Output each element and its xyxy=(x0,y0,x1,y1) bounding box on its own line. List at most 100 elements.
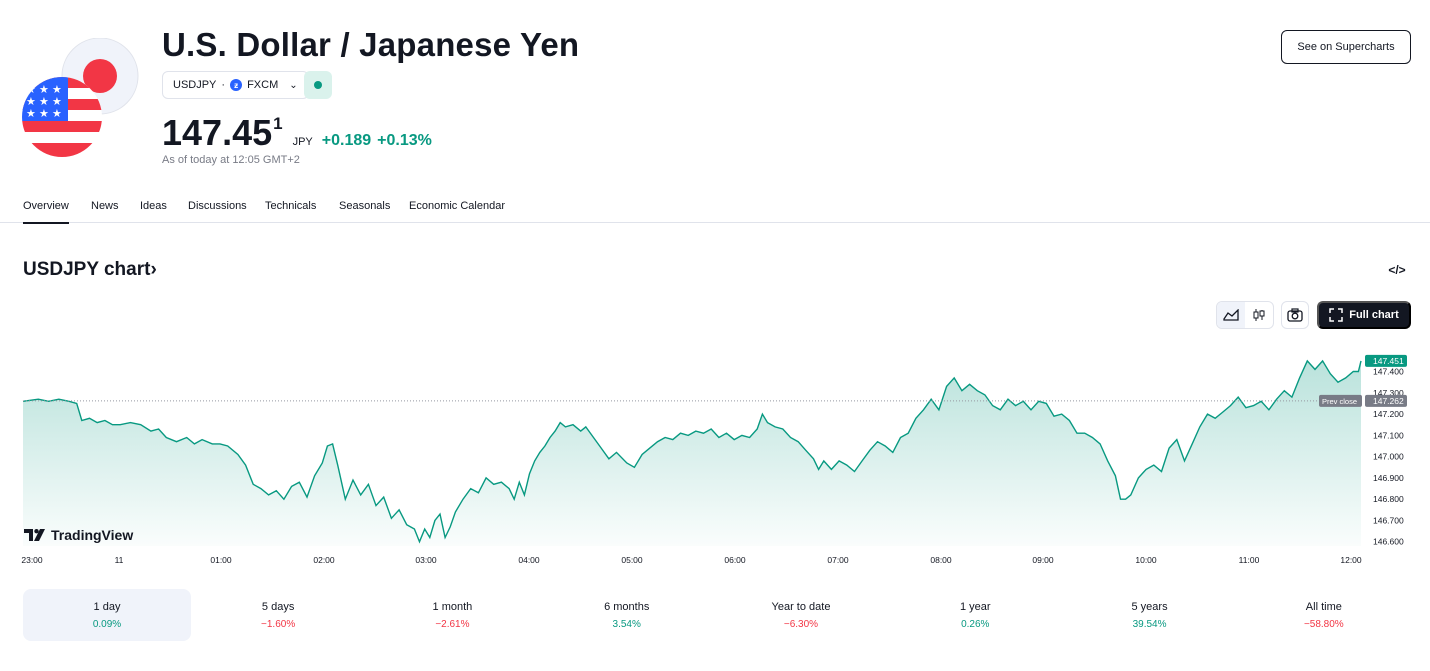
price-line xyxy=(22,359,1362,544)
range-label: Year to date xyxy=(771,600,831,613)
y-tick-label: 146.700 xyxy=(1373,516,1404,526)
svg-text:★: ★ xyxy=(52,107,62,120)
svg-text:★: ★ xyxy=(52,95,62,108)
x-tick-label: 12:00 xyxy=(1340,555,1362,565)
x-tick-label: 11:00 xyxy=(1239,555,1260,565)
range-label: 1 year xyxy=(959,600,991,613)
range-6-months[interactable]: 6 months 3.54% xyxy=(540,589,714,641)
symbol-separator: · xyxy=(221,79,226,91)
y-tick-label: 147.100 xyxy=(1373,430,1404,440)
tab-ideas[interactable]: Ideas xyxy=(140,200,167,212)
svg-text:★: ★ xyxy=(52,83,62,96)
range-label: 5 days xyxy=(261,600,295,613)
x-tick-label: 01:00 xyxy=(210,555,232,565)
prev-close-tag: Prev close xyxy=(1322,397,1357,406)
tradingview-logo-icon xyxy=(24,529,45,541)
range-label: 5 years xyxy=(1131,600,1168,613)
price-row: 147.45 1 JPY +0.189 +0.13% xyxy=(162,112,432,154)
status-dot-icon xyxy=(314,81,322,89)
range-5-days[interactable]: 5 days −1.60% xyxy=(191,589,365,641)
svg-text:★: ★ xyxy=(26,95,36,108)
price-change-pct: +0.13% xyxy=(377,132,432,149)
see-on-supercharts-button[interactable]: See on Supercharts xyxy=(1281,30,1411,64)
range-label: All time xyxy=(1305,600,1342,613)
tab-seasonals[interactable]: Seasonals xyxy=(339,200,391,212)
range-1-month[interactable]: 1 month −2.61% xyxy=(365,589,539,641)
tradingview-watermark[interactable]: TradingView xyxy=(24,527,133,543)
y-tick-label: 147.300 xyxy=(1373,388,1404,398)
y-tick-label: 147.400 xyxy=(1373,367,1404,377)
x-tick-label: 07:00 xyxy=(827,555,849,565)
embed-code-icon[interactable]: </> xyxy=(1388,263,1406,277)
last-price-label: 147.451 xyxy=(1373,356,1404,366)
tab-technicals[interactable]: Technicals xyxy=(265,200,317,212)
range-change: −1.60% xyxy=(261,618,296,630)
range-label: 1 day xyxy=(93,600,121,613)
chart-section-title[interactable]: USDJPY chart› xyxy=(23,259,157,281)
chevron-right-icon: › xyxy=(150,259,157,280)
x-tick-label: 09:00 xyxy=(1032,555,1054,565)
range-5-years[interactable]: 5 years 39.54% xyxy=(1062,589,1236,641)
range-change: 0.09% xyxy=(92,618,122,630)
range-change: 3.54% xyxy=(612,618,641,630)
y-tick-label: 147.000 xyxy=(1373,452,1404,462)
price-currency: JPY xyxy=(292,136,313,148)
x-tick-label: 10:00 xyxy=(1135,555,1157,565)
last-price: 147.45 xyxy=(162,112,273,153)
prev-close-value: 147.262 xyxy=(1373,396,1404,406)
svg-text:★: ★ xyxy=(26,107,36,120)
price-area-fill xyxy=(23,360,1361,546)
x-tick-label: 02:00 xyxy=(313,555,335,565)
usd-jpy-flags-icon: ★ ★ ★ ★ ★ ★ ★ ★ ★ xyxy=(22,38,139,157)
x-tick-label: 04:00 xyxy=(518,555,540,565)
x-tick-label: 23:00 xyxy=(21,555,43,565)
range-label: 1 month xyxy=(432,600,473,613)
tab-news[interactable]: News xyxy=(91,200,119,212)
y-tick-label: 146.800 xyxy=(1373,494,1404,504)
tab-economic-calendar[interactable]: Economic Calendar xyxy=(409,200,505,212)
svg-text:★: ★ xyxy=(39,95,49,108)
x-tick-label: 11 xyxy=(115,555,124,565)
range-label: 6 months xyxy=(604,600,650,613)
prev-close-tag-bg xyxy=(1319,394,1362,407)
range-change: 39.54% xyxy=(1132,618,1167,630)
symbol-selector[interactable]: USDJPY · ƶ FXCM ⌄ xyxy=(162,71,309,99)
symbol-ticker: USDJPY xyxy=(173,79,217,91)
svg-text:★: ★ xyxy=(39,107,49,120)
tab-overview[interactable]: Overview xyxy=(23,200,69,224)
price-timestamp: As of today at 12:05 GMT+2 xyxy=(162,154,300,166)
fxcm-logo-icon: ƶ xyxy=(230,79,243,91)
range-change: −58.80% xyxy=(1303,618,1344,630)
range-change: −2.61% xyxy=(435,618,470,630)
price-chart-svg[interactable]: 147.400 147.300 147.200 147.100 147.000 146.9… xyxy=(0,340,1430,570)
last-price-label-bg xyxy=(1365,354,1407,367)
camera-icon[interactable] xyxy=(1281,301,1309,329)
x-tick-label: 05:00 xyxy=(621,555,643,565)
prev-close-value-bg xyxy=(1365,394,1407,407)
candlestick-chart-icon[interactable] xyxy=(1245,302,1273,328)
price-change-abs: +0.189 xyxy=(321,132,372,149)
x-tick-label: 08:00 xyxy=(930,555,952,565)
market-open-status[interactable] xyxy=(304,71,332,99)
chart-style-toggle xyxy=(1216,301,1274,329)
page-title: U.S. Dollar / Japanese Yen xyxy=(162,26,580,63)
range-change: 0.26% xyxy=(961,618,990,630)
svg-text:★: ★ xyxy=(39,83,49,96)
exchange-name: FXCM xyxy=(247,79,279,91)
range-1-day[interactable]: 1 day 0.09% xyxy=(23,589,191,641)
area-chart-icon[interactable] xyxy=(1217,302,1245,328)
full-chart-button[interactable]: Full chart xyxy=(1317,301,1411,329)
y-tick-label: 146.600 xyxy=(1373,537,1404,547)
range-change: −6.30% xyxy=(783,618,819,630)
range-all-time[interactable]: All time −58.80% xyxy=(1237,589,1411,641)
tab-discussions[interactable]: Discussions xyxy=(188,200,247,212)
tradingview-label: TradingView xyxy=(51,527,134,543)
x-tick-label: 03:00 xyxy=(415,555,437,565)
expand-icon xyxy=(1329,308,1343,322)
range-1-year[interactable]: 1 year 0.26% xyxy=(888,589,1062,641)
last-price-fraction: 1 xyxy=(273,114,283,133)
price-chart[interactable]: 147.400 147.300 147.200 147.100 147.000 146.9… xyxy=(0,340,1430,570)
range-year-to-date[interactable]: Year to date −6.30% xyxy=(714,589,888,641)
full-chart-label: Full chart xyxy=(1349,309,1399,321)
y-tick-label: 147.200 xyxy=(1373,409,1404,419)
